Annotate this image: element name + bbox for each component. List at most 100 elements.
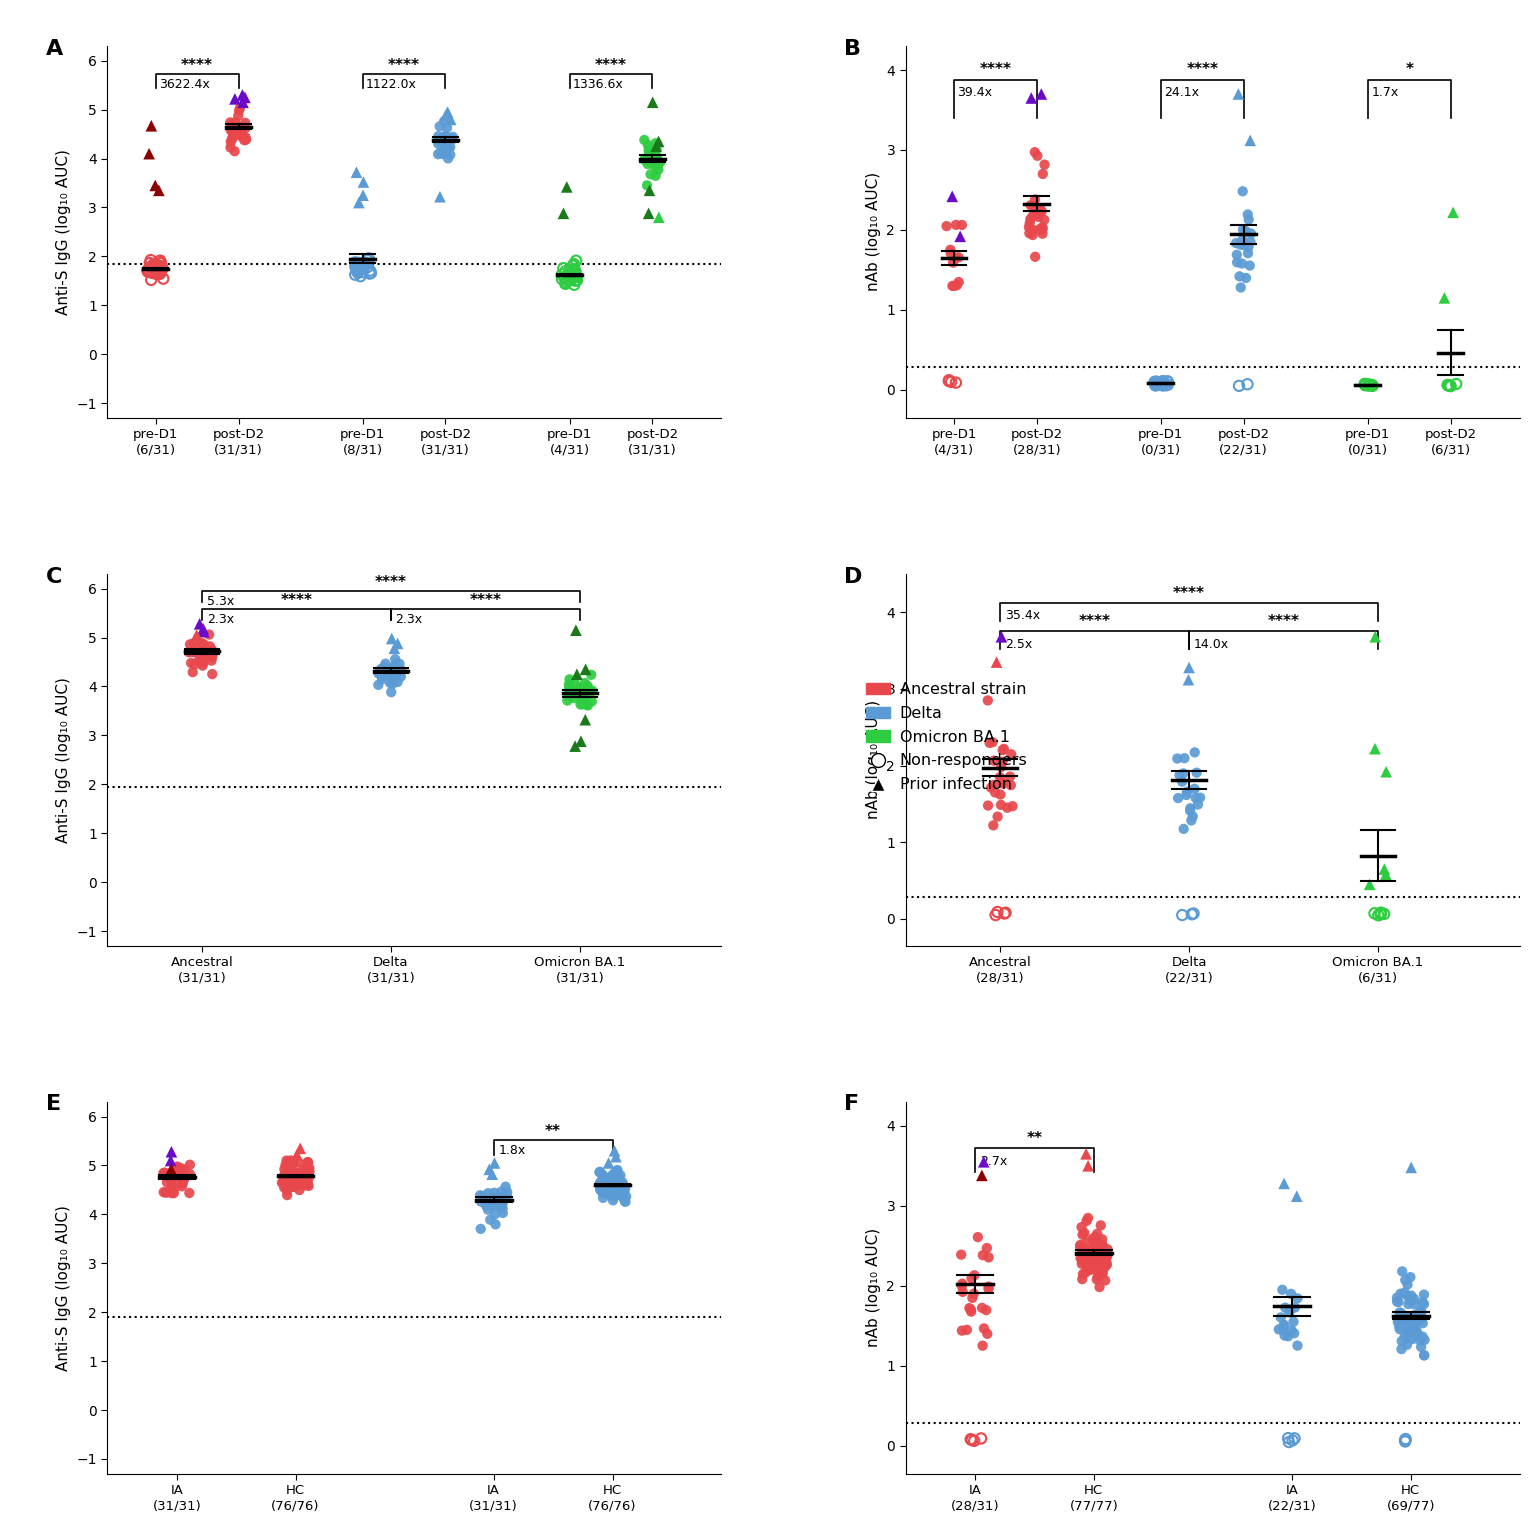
Point xyxy=(1019,204,1044,229)
Point xyxy=(230,91,255,115)
Point xyxy=(611,1170,635,1194)
Point xyxy=(1070,1236,1094,1260)
Point xyxy=(1392,1429,1417,1454)
Point xyxy=(164,1154,189,1179)
Point xyxy=(1276,1426,1300,1451)
Point xyxy=(477,1208,502,1233)
Point xyxy=(1282,1426,1306,1451)
Point xyxy=(292,1165,316,1190)
Point xyxy=(150,1160,175,1185)
Point xyxy=(147,258,172,282)
Point xyxy=(1394,1426,1418,1451)
Point xyxy=(609,1170,634,1194)
Point xyxy=(959,1299,984,1323)
Point xyxy=(950,1280,975,1305)
Point xyxy=(1145,371,1170,396)
Point xyxy=(229,118,253,143)
Point xyxy=(605,1173,629,1197)
Point xyxy=(605,1159,629,1183)
Point xyxy=(981,814,1005,838)
Point xyxy=(599,1174,623,1199)
Point xyxy=(1076,1153,1101,1177)
Point xyxy=(1362,901,1386,926)
Point xyxy=(1028,81,1053,106)
Point xyxy=(1394,1315,1418,1340)
Point xyxy=(1226,81,1251,106)
Point xyxy=(602,1160,626,1185)
Point xyxy=(1398,1306,1423,1331)
Point xyxy=(1269,1277,1294,1302)
Point xyxy=(272,1168,296,1193)
Point xyxy=(387,651,411,675)
Point xyxy=(436,127,460,152)
Point xyxy=(223,120,247,144)
Point xyxy=(1228,275,1253,299)
Point xyxy=(146,253,170,278)
Point xyxy=(1369,901,1394,926)
Point xyxy=(1094,1249,1119,1274)
Point xyxy=(430,140,454,164)
Point xyxy=(1090,1226,1114,1251)
Point xyxy=(1352,373,1377,398)
Point xyxy=(1071,1249,1096,1274)
Legend: Ancestral strain, Delta, Omicron BA.1, Non-responders, Prior infection: Ancestral strain, Delta, Omicron BA.1, N… xyxy=(860,675,1035,798)
Point xyxy=(1239,230,1263,255)
Point xyxy=(385,669,410,694)
Point xyxy=(1400,1306,1424,1331)
Point xyxy=(490,1191,514,1216)
Point xyxy=(1176,668,1200,692)
Point xyxy=(1411,1311,1435,1335)
Point xyxy=(603,1171,628,1196)
Y-axis label: nAb (log₁₀ AUC): nAb (log₁₀ AUC) xyxy=(866,1228,881,1348)
Point xyxy=(1395,1292,1420,1317)
Point xyxy=(637,140,662,164)
Point xyxy=(1225,250,1249,275)
Point xyxy=(588,1159,612,1183)
Point xyxy=(177,640,201,665)
Point xyxy=(1030,221,1055,246)
Point xyxy=(190,654,215,678)
Point xyxy=(430,130,454,155)
Point xyxy=(352,256,376,281)
Point xyxy=(1412,1343,1437,1368)
Point xyxy=(606,1167,631,1191)
Point xyxy=(600,1164,625,1188)
Point xyxy=(976,688,1001,712)
Point xyxy=(1070,1236,1094,1260)
Point xyxy=(635,173,660,198)
Point xyxy=(1372,901,1397,926)
Point xyxy=(1279,1282,1303,1306)
Point xyxy=(559,678,583,703)
Point xyxy=(1094,1245,1119,1269)
Point xyxy=(632,147,657,172)
Point xyxy=(190,617,215,642)
Point xyxy=(605,1182,629,1207)
Point xyxy=(1395,1319,1420,1343)
Point xyxy=(591,1179,616,1203)
Point xyxy=(434,130,459,155)
Point xyxy=(645,137,669,161)
Point xyxy=(379,666,404,691)
Point xyxy=(484,1213,508,1237)
Point xyxy=(282,1170,307,1194)
Point xyxy=(356,247,381,272)
Point xyxy=(568,675,593,700)
Point xyxy=(275,1165,299,1190)
Point xyxy=(637,138,662,163)
Point xyxy=(227,123,252,147)
Point xyxy=(1266,1317,1291,1342)
Point xyxy=(158,1148,183,1173)
Text: 5.3x: 5.3x xyxy=(207,596,233,608)
Point xyxy=(135,258,160,282)
Point xyxy=(589,1170,614,1194)
Point xyxy=(187,611,212,635)
Point xyxy=(1018,221,1042,246)
Point xyxy=(295,1162,319,1187)
Point xyxy=(141,252,166,276)
Text: ****: **** xyxy=(470,593,502,608)
Point xyxy=(600,1164,625,1188)
Point xyxy=(1148,371,1173,396)
Point xyxy=(433,123,457,147)
Point xyxy=(1441,200,1466,224)
Point xyxy=(569,686,594,711)
